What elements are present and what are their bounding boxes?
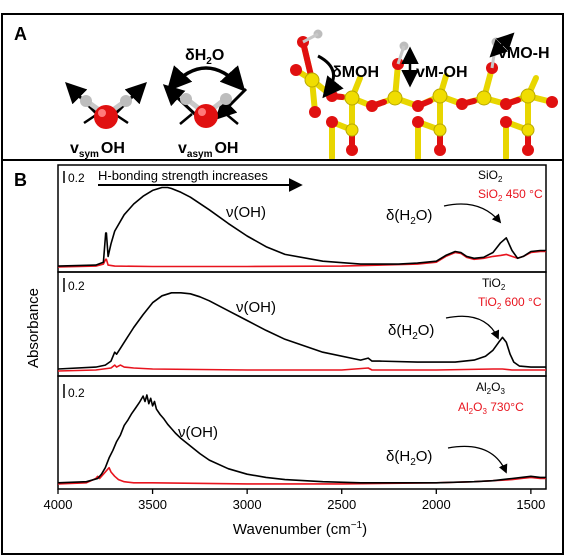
bend-label: δH2O — [185, 47, 224, 67]
series-line-tio2-hydrated — [57, 291, 546, 370]
spectra-series — [57, 186, 546, 485]
x-axis: 4000 3500 3000 2500 2000 1500 — [44, 489, 545, 512]
scale-label-al2o3: 0.2 — [68, 386, 85, 400]
series-line-al2o3-hydrated — [57, 394, 546, 484]
legend-sio2-450: SiO2 450 °C — [478, 187, 543, 203]
x-tick-label: 3500 — [138, 497, 167, 512]
legend-tio2: TiO2 — [482, 276, 506, 292]
series-line-sio2-dehydrated — [57, 250, 546, 268]
x-tick-label: 2000 — [422, 497, 451, 512]
legend-tio2-600: TiO2 600 °C — [478, 295, 542, 311]
legend-al2o3: Al2O3 — [476, 380, 505, 396]
hbond-label: H-bonding strength increases — [98, 168, 268, 183]
oxide-surface-lattice — [290, 29, 558, 161]
water-arrow-al2o3 — [447, 445, 508, 474]
panel-a-label: A — [14, 24, 27, 44]
subplot-frame-al2o3 — [57, 375, 547, 490]
x-tick-label: 3000 — [233, 497, 262, 512]
vmoh-label: vM-OH — [416, 64, 468, 81]
water-arrow-sio2 — [443, 203, 502, 224]
series-line-sio2-hydrated — [57, 186, 546, 267]
legend-sio2: SiO2 — [478, 168, 503, 184]
scale-label-sio2: 0.2 — [68, 171, 85, 185]
oh-label-tio2: ν(OH) — [236, 299, 276, 316]
sym-oh-label: vsym OH — [70, 140, 125, 160]
water-arrow-tio2 — [445, 315, 500, 340]
y-axis-label: Absorbance — [25, 288, 42, 368]
x-axis-label: Wavenumber (cm−1) — [233, 520, 367, 538]
series-line-al2o3-dehydrated — [57, 466, 546, 485]
x-tick-label: 4000 — [44, 497, 73, 512]
asym-oh-label: vasym OH — [178, 140, 238, 160]
panel-b-frame — [1, 159, 564, 555]
scale-label-tio2: 0.2 — [68, 279, 85, 293]
water-molecule-asym — [162, 65, 248, 128]
panel-b-label: B — [14, 170, 27, 190]
water-label-tio2: δ(H2O) — [388, 322, 434, 342]
x-tick-label: 1500 — [516, 497, 545, 512]
water-label-sio2: δ(H2O) — [386, 207, 432, 227]
series-line-tio2-dehydrated — [57, 364, 546, 372]
vmo-h-label: vMO-H — [498, 45, 550, 62]
oh-label-al2o3: ν(OH) — [178, 424, 218, 441]
dmoh-label: δMOH — [332, 64, 379, 81]
legend-al2o3-730: Al2O3 730°C — [458, 400, 524, 416]
panel-a-frame — [1, 13, 564, 161]
water-label-al2o3: δ(H2O) — [386, 448, 432, 468]
x-tick-label: 2500 — [327, 497, 356, 512]
oh-label-sio2: ν(OH) — [226, 204, 266, 221]
water-molecule-sym — [65, 82, 147, 129]
